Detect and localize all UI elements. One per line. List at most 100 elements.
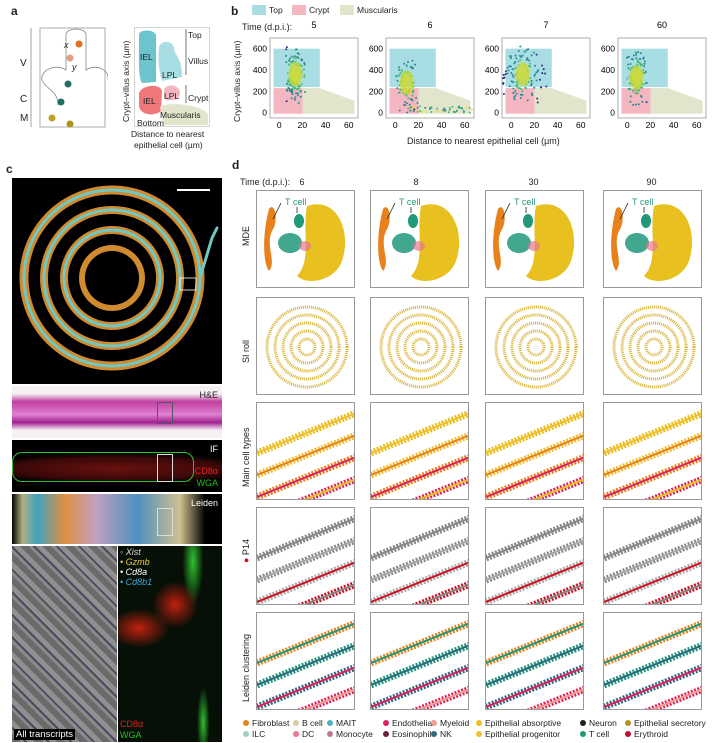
point [510,71,513,74]
legend-item: Eosinophil [383,729,431,739]
point [639,52,642,55]
region-muscularis [534,88,587,114]
mde-dc-cluster [299,241,311,251]
point [510,80,513,83]
point [411,67,414,70]
point [512,87,515,90]
legend-dot [431,720,437,726]
point [632,88,635,91]
point [436,109,439,112]
tissue-stripe-core [604,666,701,708]
point [528,59,531,62]
point [534,64,537,67]
all-transcripts-label: All transcripts [14,729,76,740]
point [289,61,292,64]
point [642,69,645,72]
subplot-time-6: 6 [427,20,432,30]
side-label-villus: Villus [188,56,209,66]
mde-tcell-cluster [392,233,416,253]
point [510,57,513,60]
point [526,57,529,60]
xtick-label: 20 [298,120,308,130]
point [409,109,412,112]
subplot-time-60: 60 [657,20,667,30]
zone-label-v: V [20,58,27,69]
point [407,107,410,110]
tissue-stripe-core [604,456,701,498]
tissue-stripe-core [371,622,468,664]
point [442,110,445,113]
legend-dot [243,720,249,726]
region-crypt [621,88,653,114]
point [511,73,514,76]
legend-item: Epithelial secretory [625,718,706,728]
point [527,48,530,51]
ytick-label: 400 [601,65,615,75]
point [506,72,509,75]
point [536,70,539,73]
tissue-stripe-core [532,583,583,604]
bottom-label: Bottom [137,118,164,128]
legend-label: DC [302,729,315,739]
xtick-label: 40 [553,120,563,130]
ytick-label: 200 [253,86,267,96]
ytick-label: 600 [485,44,499,54]
point [406,111,409,114]
point [508,85,511,88]
xtick-label: 0 [509,120,514,130]
legend-dot [580,720,586,726]
point [530,82,533,85]
legend-item: Fibroblast [243,718,289,728]
point [285,48,288,51]
legend-dot [243,731,249,737]
point [297,56,300,59]
panel-b-label: b [231,4,239,18]
ytick-label: 600 [369,44,383,54]
tissue-stripe-core [257,539,354,581]
legend-label: NK [440,729,452,739]
roll-ring [636,329,672,365]
d-row-label: MDE [241,226,251,247]
point [299,95,302,98]
point [632,103,635,106]
villus-crypt-diagram [30,27,108,128]
point [285,46,288,49]
tissue-stripe-core [257,644,354,686]
mde-epithelial-cluster [411,204,460,281]
point [411,91,414,94]
point [296,94,299,97]
point [285,61,288,64]
point [425,110,428,113]
point [300,83,303,86]
tissue-stripe-core [486,517,583,559]
point [521,90,524,93]
mde-fibroblast-cluster [611,207,623,271]
d-time-8: 8 [413,177,419,187]
point [407,96,410,99]
point [626,77,629,80]
roll-ring [526,337,546,357]
point [643,72,646,75]
point [285,88,288,91]
d-panel-main-cell-types-90 [603,402,702,500]
panel-d-label: d [232,158,240,172]
d-time-6: 6 [299,177,305,187]
transcript-gzmb-label: Gzmb [125,557,150,567]
all-transcripts-image: All transcripts [12,546,117,742]
point [451,105,454,108]
point [635,89,638,92]
roll-ring [628,321,680,373]
tissue-stripe-core [486,456,583,498]
legend-label: Epithelial secretory [634,718,706,728]
point [634,92,637,95]
point [519,45,522,48]
point [514,94,517,97]
point [415,96,418,99]
point [295,48,298,51]
ytick-label: 200 [601,86,615,96]
tissue-stripe-core [650,478,701,499]
point [544,72,547,75]
point [502,81,505,84]
legend-item: Monocyte [327,729,373,739]
swatch-muscularis [340,5,354,15]
